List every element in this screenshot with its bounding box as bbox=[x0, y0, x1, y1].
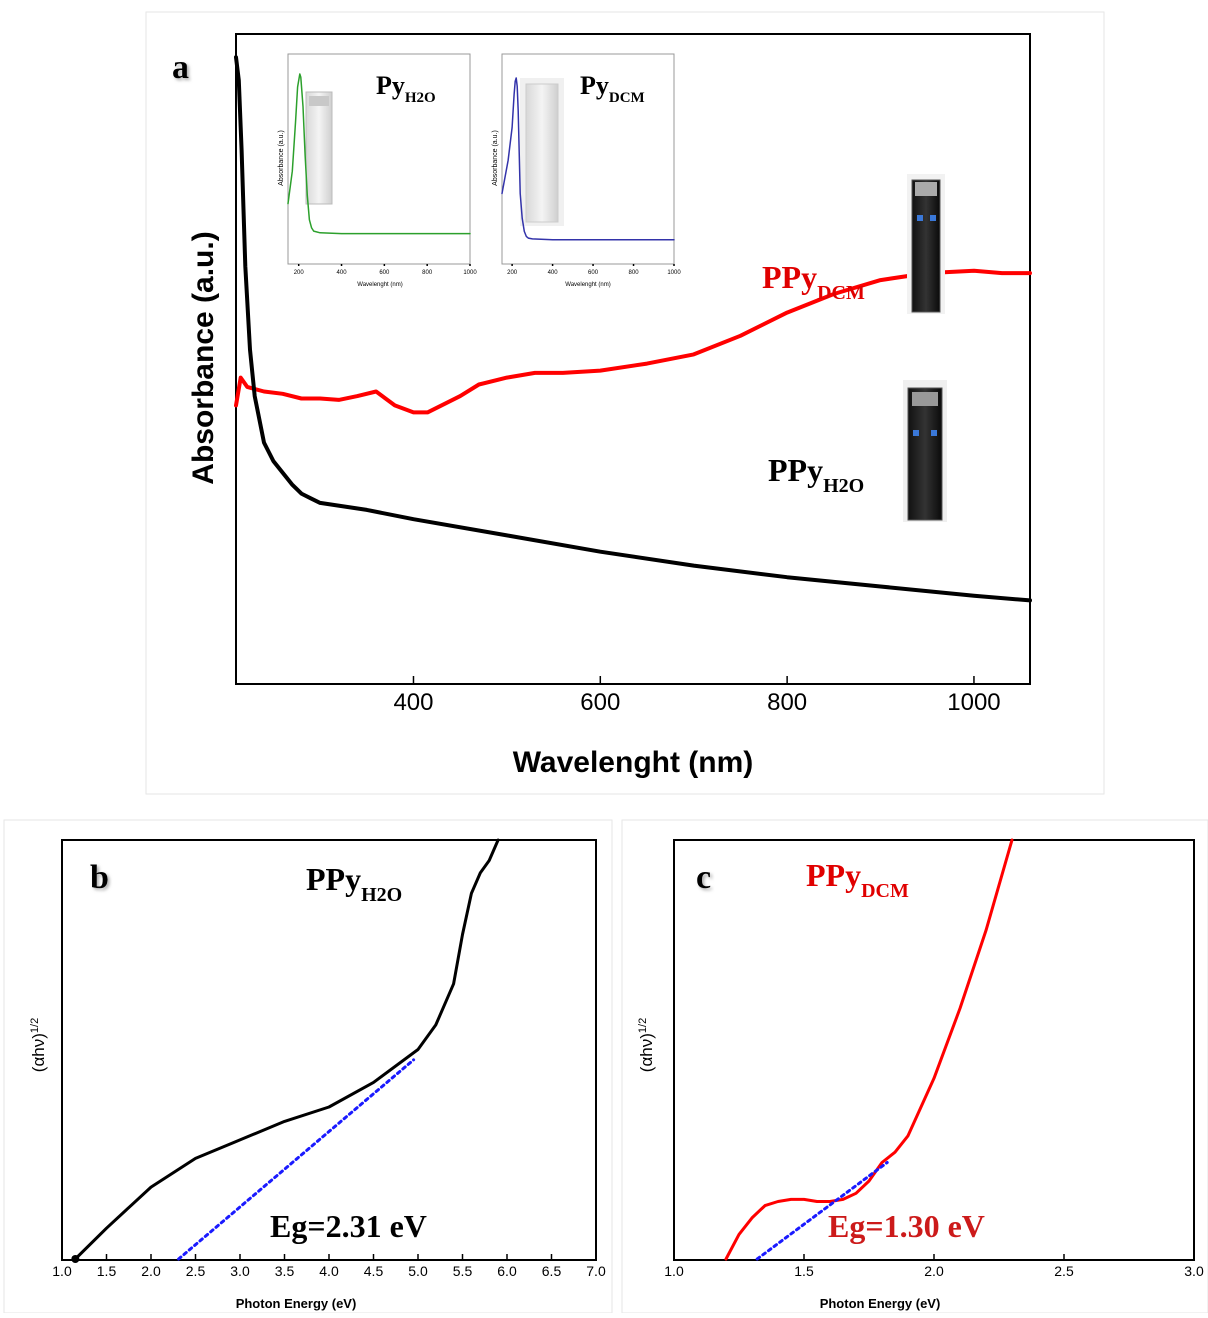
panel-c-series-0-line bbox=[724, 838, 1014, 1261]
inset-py-dcm: 200 400 600 800 1000 Wavelenght (nm) Absorba… bbox=[492, 53, 681, 288]
panel-b-x-tick-label: 4.0 bbox=[319, 1263, 339, 1279]
panel-a-x-tick-label: 400 bbox=[393, 689, 433, 716]
panel-a-series-group bbox=[234, 55, 1032, 603]
panel-b-x-tick-label: 1.0 bbox=[52, 1263, 72, 1279]
panel-a-series-1-line bbox=[234, 55, 1032, 603]
panel-c-plot-frame bbox=[673, 839, 1195, 1261]
panel-b: b 1.0 1.5 2.0 2.5 3.0 3.5 4.0 4.5 5.0 5.5 6.0 6.5 7.… bbox=[3, 819, 613, 1314]
inset-2-x-tick-label: 800 bbox=[629, 270, 640, 276]
panel-a-label: a bbox=[172, 49, 189, 86]
panel-a-series-0-line bbox=[234, 268, 1032, 415]
panel-a-x-tick-label: 800 bbox=[767, 689, 807, 716]
panel-c: c 1.0 1.5 2.0 2.5 3.0 Photon Energy (eV) (αh… bbox=[621, 819, 1208, 1314]
panel-b-x-tick-label: 6.0 bbox=[497, 1263, 517, 1279]
panel-b-series-1-fit-line bbox=[177, 1058, 416, 1261]
inset-2-x-tick-label: 400 bbox=[548, 270, 559, 276]
inset-2-series-0-line bbox=[501, 77, 675, 241]
ppy-dcm-cuvette-photo bbox=[907, 174, 945, 314]
inset-2-vial-photo bbox=[520, 78, 564, 226]
panel-b-x-tick-label: 5.5 bbox=[453, 1263, 473, 1279]
panel-b-x-tick-label: 7.0 bbox=[586, 1263, 606, 1279]
panel-b-x-tick-label: 1.5 bbox=[97, 1263, 117, 1279]
inset-1-x-tick-label: 800 bbox=[422, 270, 433, 276]
inset-2-x-axis-label: Wavelenght (nm) bbox=[565, 282, 610, 288]
inset-1-series-0-line bbox=[287, 73, 471, 235]
ppy-dcm-label: PPyDCM bbox=[762, 259, 865, 304]
inset-1-title: PyH2O bbox=[376, 71, 436, 106]
inset-1-vial-photo bbox=[305, 91, 333, 205]
inset-1-x-tick-label: 1000 bbox=[463, 270, 477, 276]
panel-a: a 400 600 800 1000 Wavelenght (nm) Absorban… bbox=[145, 11, 1105, 795]
panel-c-eg-annotation: Eg=1.30 eV bbox=[828, 1208, 985, 1244]
panel-c-x-axis-label: Photon Energy (eV) bbox=[820, 1296, 941, 1311]
panel-b-x-tick-label: 2.0 bbox=[141, 1263, 161, 1279]
panel-c-series-1-fit-line bbox=[755, 1161, 889, 1261]
panel-a-x-axis-label: Wavelenght (nm) bbox=[513, 746, 754, 779]
panel-b-y-axis-label: (αhν)1/2 bbox=[29, 1018, 48, 1072]
ppy-h2o-label: PPyH2O bbox=[768, 452, 864, 497]
panel-c-label: c bbox=[696, 859, 711, 896]
panel-b-x-tick-label: 3.5 bbox=[275, 1263, 295, 1279]
panel-b-x-axis-label: Photon Energy (eV) bbox=[236, 1296, 357, 1311]
inset-py-h2o: 200 400 600 800 1000 Wavelenght (nm) Absorba… bbox=[278, 53, 477, 288]
panel-c-x-tick-label: 3.0 bbox=[1184, 1263, 1204, 1279]
inset-2-x-tick-label: 1000 bbox=[667, 270, 681, 276]
panel-c-x-ticks: 1.0 1.5 2.0 2.5 3.0 bbox=[664, 1254, 1204, 1279]
inset-1-y-axis-label: Absorbance (a.u.) bbox=[278, 130, 285, 186]
panel-c-y-axis-label: (αhν)1/2 bbox=[637, 1018, 656, 1072]
panel-c-x-tick-label: 1.0 bbox=[664, 1263, 684, 1279]
ppy-h2o-cuvette-photo bbox=[903, 380, 947, 522]
inset-1-x-axis-label: Wavelenght (nm) bbox=[357, 282, 402, 288]
panel-b-x-ticks: 1.0 1.5 2.0 2.5 3.0 3.5 4.0 4.5 5.0 5.5 6.0 6.5 7.0 bbox=[52, 1254, 606, 1279]
panel-b-x-tick-label: 2.5 bbox=[186, 1263, 206, 1279]
panel-b-eg-annotation: Eg=2.31 eV bbox=[270, 1208, 427, 1244]
inset-2-x-tick-label: 200 bbox=[507, 270, 518, 276]
panel-b-series-0-line bbox=[73, 838, 500, 1261]
panel-b-x-tick-label: 3.0 bbox=[230, 1263, 250, 1279]
panel-a-x-tick-label: 1000 bbox=[947, 689, 1000, 716]
panel-c-x-tick-label: 2.5 bbox=[1054, 1263, 1074, 1279]
panel-b-x-tick-label: 5.0 bbox=[408, 1263, 428, 1279]
panel-a-border bbox=[145, 11, 1105, 795]
panel-b-start-marker bbox=[71, 1255, 80, 1263]
panel-a-plot-frame bbox=[235, 33, 1031, 685]
panel-a-x-ticks: 400 600 800 1000 bbox=[393, 676, 1001, 716]
panel-a-y-axis-label: Absorbance (a.u.) bbox=[187, 231, 220, 484]
panel-a-x-tick-label: 600 bbox=[580, 689, 620, 716]
inset-2-title: PyDCM bbox=[580, 71, 645, 106]
panel-b-x-tick-label: 4.5 bbox=[364, 1263, 384, 1279]
inset-2-y-axis-label: Absorbance (a.u.) bbox=[492, 130, 499, 186]
panel-b-series-label: PPyH2O bbox=[306, 861, 402, 906]
panel-b-label: b bbox=[90, 859, 109, 896]
panel-b-x-tick-label: 6.5 bbox=[542, 1263, 562, 1279]
inset-1-x-tick-label: 600 bbox=[379, 270, 390, 276]
inset-1-x-tick-label: 200 bbox=[294, 270, 305, 276]
panel-c-x-tick-label: 2.0 bbox=[924, 1263, 944, 1279]
panel-c-series-label: PPyDCM bbox=[806, 857, 909, 902]
panel-c-x-tick-label: 1.5 bbox=[794, 1263, 814, 1279]
inset-1-x-tick-label: 400 bbox=[337, 270, 348, 276]
inset-2-x-tick-label: 600 bbox=[588, 270, 599, 276]
